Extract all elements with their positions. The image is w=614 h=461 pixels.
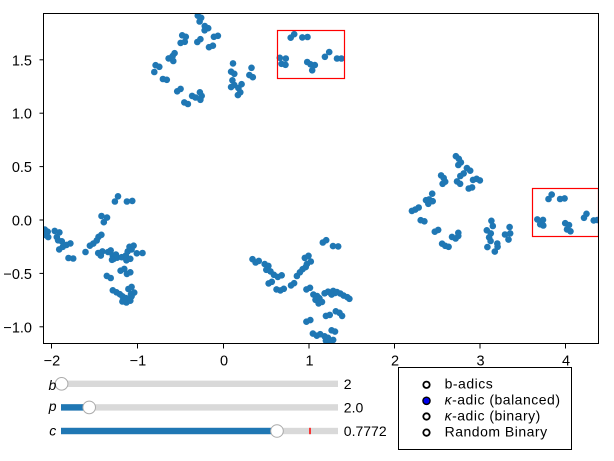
- svg-text:−1.0: −1.0: [3, 320, 32, 336]
- svg-text:κ-adic (balanced): κ-adic (balanced): [445, 392, 561, 408]
- svg-text:−1: −1: [130, 353, 147, 369]
- svg-text:3: 3: [476, 353, 484, 369]
- svg-text:0.0: 0.0: [12, 214, 32, 230]
- svg-text:b-adics: b-adics: [445, 376, 494, 392]
- svg-text:Random Binary: Random Binary: [445, 423, 548, 439]
- svg-text:p: p: [48, 398, 57, 414]
- svg-text:0.5: 0.5: [12, 160, 32, 176]
- svg-text:0: 0: [220, 353, 228, 369]
- svg-text:−2: −2: [44, 353, 61, 369]
- svg-text:1.0: 1.0: [12, 107, 32, 123]
- svg-text:1: 1: [305, 353, 313, 369]
- svg-text:1.5: 1.5: [12, 53, 32, 69]
- svg-text:2: 2: [391, 353, 399, 369]
- svg-text:c: c: [49, 422, 56, 438]
- svg-text:0.7772: 0.7772: [344, 423, 387, 439]
- svg-text:4: 4: [562, 353, 570, 369]
- svg-text:−0.5: −0.5: [3, 267, 32, 283]
- svg-text:κ-adic (binary): κ-adic (binary): [445, 407, 541, 423]
- svg-text:2.0: 2.0: [344, 399, 364, 415]
- svg-text:b: b: [49, 377, 57, 393]
- svg-text:2: 2: [344, 376, 352, 392]
